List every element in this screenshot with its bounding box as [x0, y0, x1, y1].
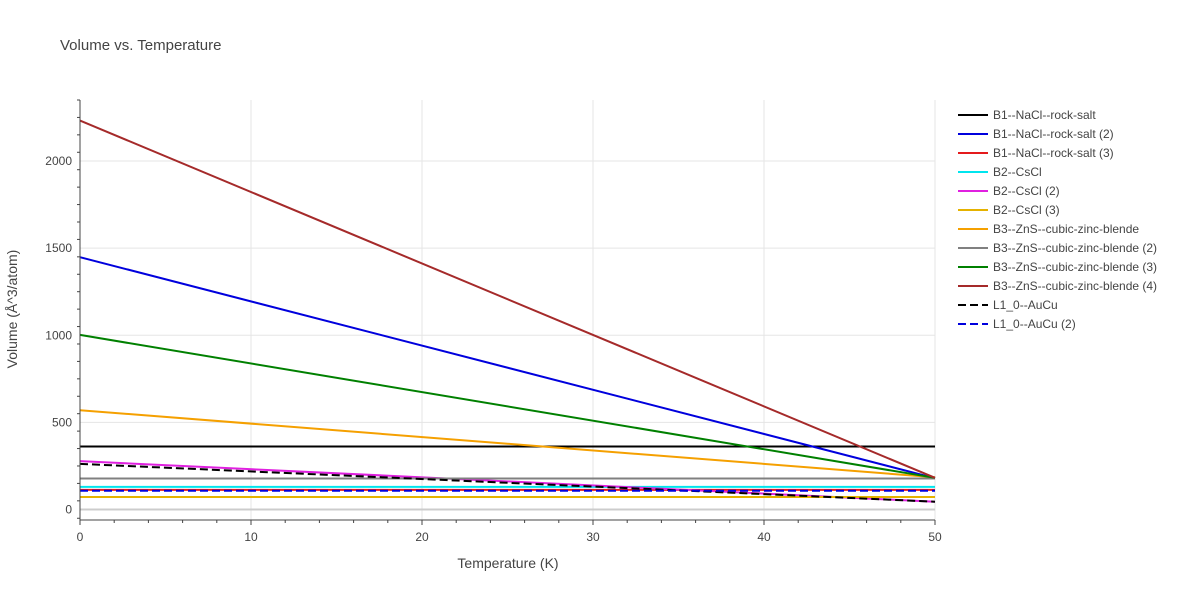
x-tick-label: 10 [244, 530, 258, 544]
series-line-9 [79, 333, 936, 479]
legend-label-1: B1--NaCl--rock-salt [993, 108, 1096, 122]
y-tick-label: 0 [65, 503, 72, 517]
x-tick-label: 40 [757, 530, 771, 544]
y-tick-label: 1000 [45, 328, 72, 342]
x-tick-label: 30 [586, 530, 600, 544]
legend-label-11: L1_0--AuCu [993, 298, 1058, 312]
legend-label-4: B2--CsCl [993, 165, 1042, 179]
x-axis-title: Temperature (K) [457, 555, 558, 571]
x-tick-label: 0 [77, 530, 84, 544]
y-tick-label: 2000 [45, 154, 72, 168]
legend-label-2: B1--NaCl--rock-salt (2) [993, 127, 1114, 141]
y-tick-label: 500 [52, 415, 72, 429]
legend: B1--NaCl--rock-salt B1--NaCl--rock-salt (… [958, 108, 1157, 331]
y-axis-title: Volume (Å^3/atom) [4, 250, 20, 369]
legend-label-8: B3--ZnS--cubic-zinc-blende (2) [993, 241, 1157, 255]
x-tick-label: 20 [415, 530, 429, 544]
grid-lines [80, 100, 936, 520]
series-line-7 [79, 409, 936, 479]
chart-title: Volume vs. Temperature [60, 37, 221, 54]
legend-label-10: B3--ZnS--cubic-zinc-blende (4) [993, 279, 1157, 293]
legend-label-5: B2--CsCl (2) [993, 184, 1060, 198]
legend-label-3: B1--NaCl--rock-salt (3) [993, 146, 1114, 160]
legend-label-7: B3--ZnS--cubic-zinc-blende [993, 222, 1139, 236]
legend-label-12: L1_0--AuCu (2) [993, 317, 1076, 331]
legend-label-9: B3--ZnS--cubic-zinc-blende (3) [993, 260, 1157, 274]
series-lines [79, 119, 936, 503]
series-line-10 [79, 119, 936, 479]
y-tick-label: 1500 [45, 241, 72, 255]
series-line-11 [79, 462, 936, 503]
x-tick-label: 50 [928, 530, 942, 544]
legend-label-6: B2--CsCl (3) [993, 203, 1060, 217]
series-line-2 [79, 256, 936, 480]
